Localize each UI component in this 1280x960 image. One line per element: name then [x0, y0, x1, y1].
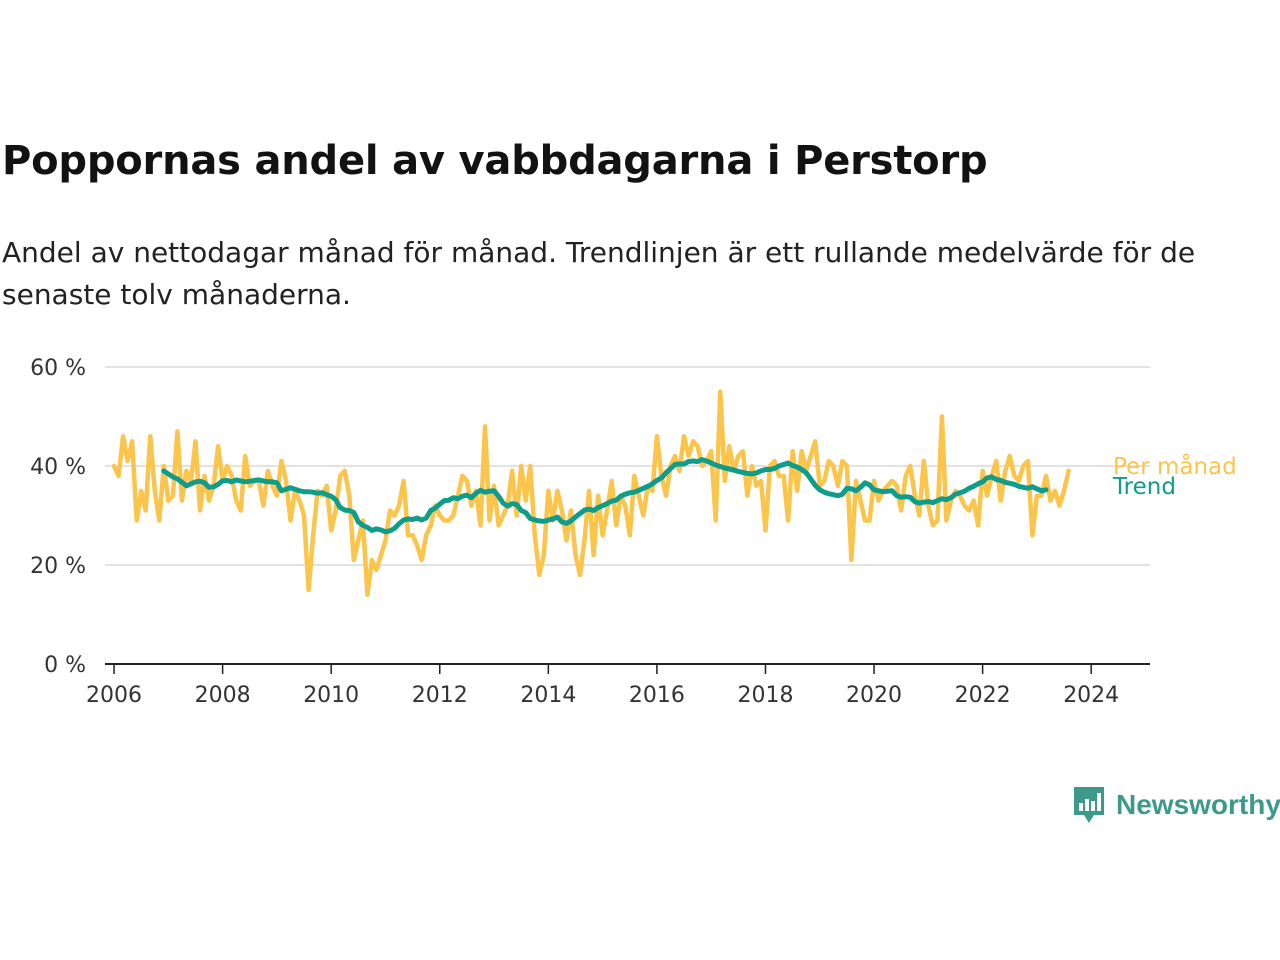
- series-lines: [111, 389, 1071, 597]
- x-tick-label: 2020: [846, 683, 902, 708]
- chart-subtitle: Andel av nettodagar månad för månad. Tre…: [2, 236, 1196, 311]
- x-tick-label: 2008: [195, 683, 251, 708]
- y-tick-label: 60 %: [30, 356, 86, 381]
- trend-series-line: [161, 457, 1049, 535]
- y-axis-ticks: 0 % 20 % 40 % 60 %: [30, 356, 86, 678]
- newsworthy-logo-icon: [1074, 787, 1104, 823]
- y-tick-label: 20 %: [30, 554, 86, 579]
- newsworthy-logo-text: Newsworthy: [1116, 789, 1280, 820]
- y-tick-label: 0 %: [44, 653, 86, 678]
- x-tick-label: 2006: [86, 683, 142, 708]
- x-axis-ticks: 2006 2008 2010 2012 2014 2016 2018 2020 2022 2024: [86, 664, 1119, 708]
- x-tick-label: 2014: [520, 683, 576, 708]
- x-tick-label: 2022: [955, 683, 1011, 708]
- monthly-series-label: Per månad: [1113, 452, 1237, 480]
- x-tick-label: 2018: [737, 683, 793, 708]
- y-tick-label: 40 %: [30, 455, 86, 480]
- chart-title: Poppornas andel av vabbdagarna i Perstor…: [2, 138, 988, 184]
- x-tick-label: 2024: [1063, 683, 1119, 708]
- x-tick-label: 2012: [412, 683, 468, 708]
- newsworthy-logo: Newsworthy: [1072, 785, 1280, 825]
- x-tick-label: 2010: [303, 683, 359, 708]
- monthly-series-line: [111, 389, 1071, 597]
- trend-series-label: Trend: [1112, 474, 1176, 500]
- line-chart: 0 % 20 % 40 % 60 % 2006 2008 2010 2012 2014 2016…: [30, 356, 1237, 708]
- x-tick-label: 2016: [629, 683, 685, 708]
